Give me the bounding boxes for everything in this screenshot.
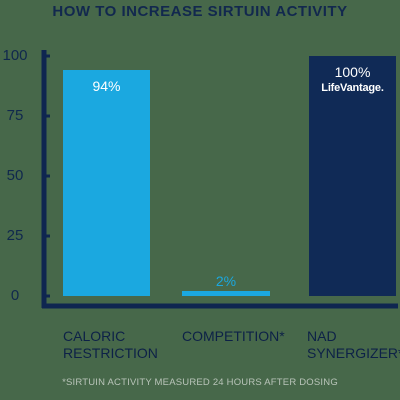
footnote: *SIRTUIN ACTIVITY MEASURED 24 HOURS AFTE…	[62, 377, 338, 388]
x-category-label: CALORIC RESTRICTION	[63, 328, 158, 361]
bar-value-label: 100%	[334, 64, 371, 80]
bar-value-label: 94%	[92, 78, 121, 95]
chart-title: HOW TO INCREASE SIRTUIN ACTIVITY	[52, 3, 348, 20]
y-tick-label: 0	[10, 287, 20, 304]
x-category-label: COMPETITION*	[182, 328, 285, 344]
bar	[182, 291, 270, 296]
y-tick-label: 25	[6, 227, 24, 244]
y-tick-label: 50	[6, 167, 24, 184]
y-tick-label: 100	[2, 47, 28, 64]
bar	[63, 70, 150, 296]
bar	[309, 56, 396, 296]
x-category-label: NAD SYNERGIZER*	[307, 328, 400, 361]
y-tick-marks	[44, 54, 50, 298]
bar-value-label: 2%	[215, 273, 237, 290]
y-tick-label: 75	[6, 107, 24, 124]
lifevantage-logo: LifeVantage.	[321, 82, 384, 94]
